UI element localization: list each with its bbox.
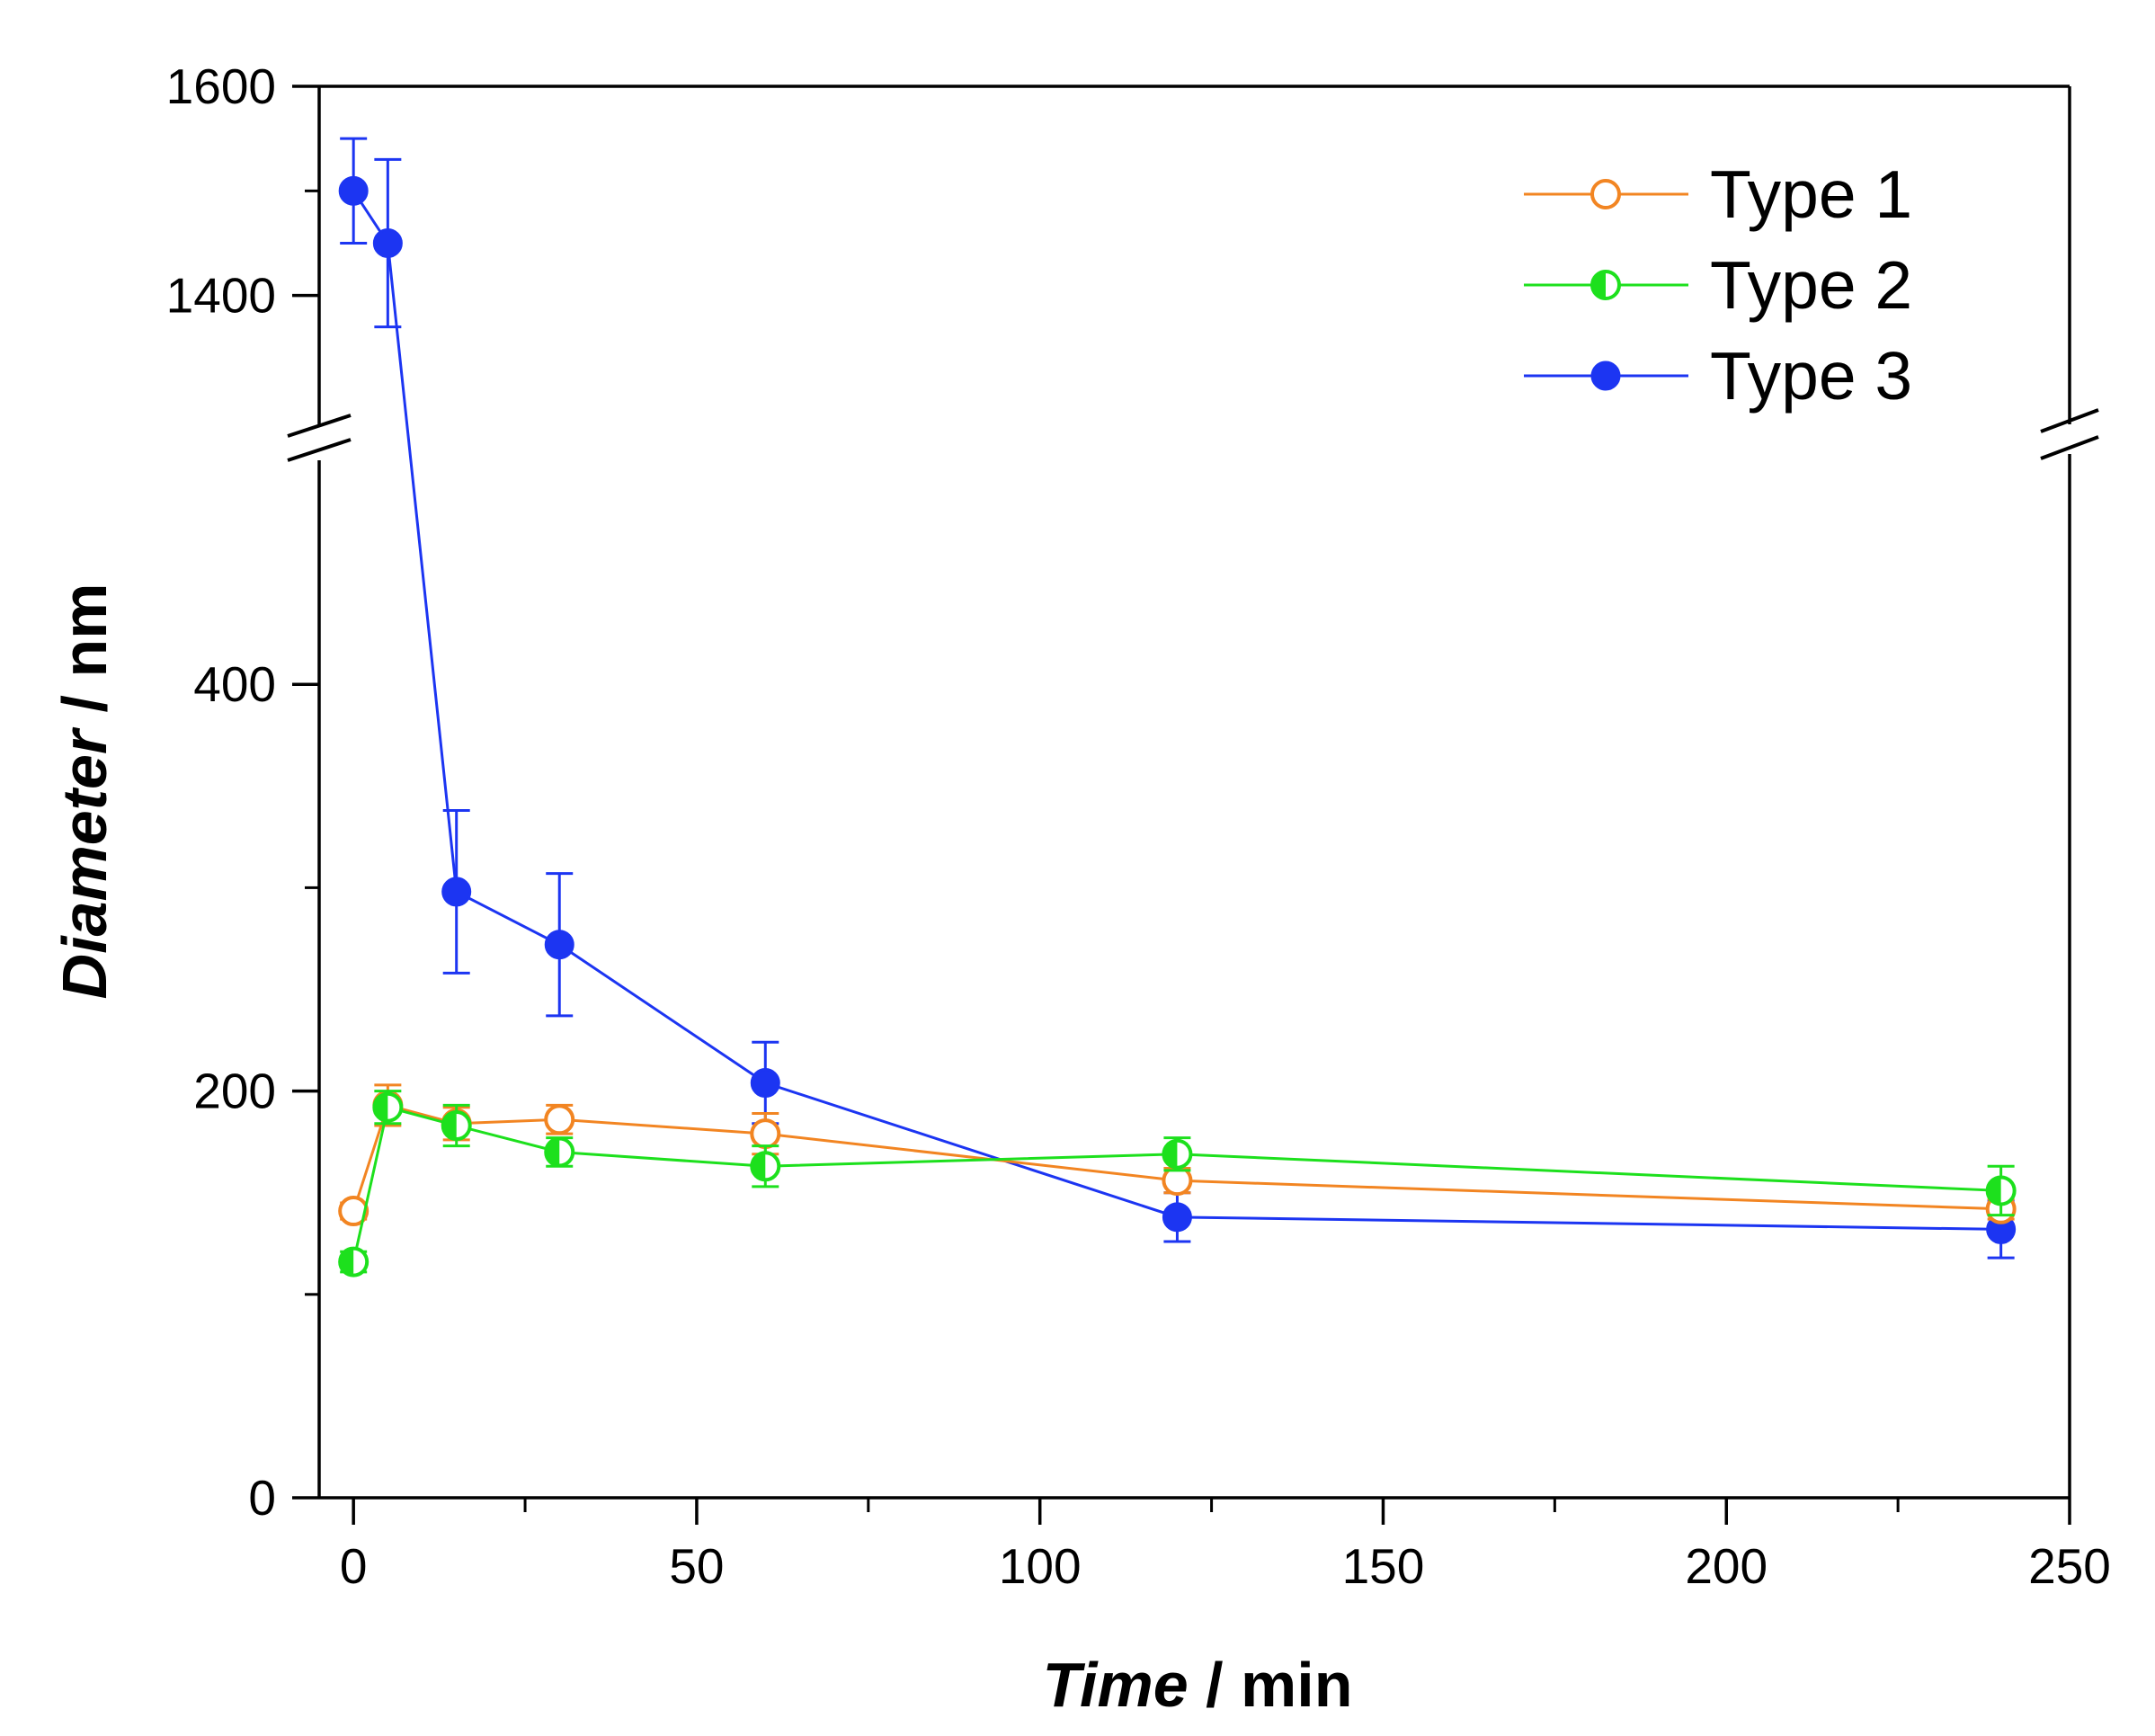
data-point-half-fill [546,1138,560,1166]
y-axis-title-italic: Diameter [49,726,120,999]
x-tick-label: 50 [669,1538,724,1594]
data-point [338,1196,370,1227]
data-point [750,1118,781,1150]
axes: 0 50 100 150 200 250 0 200 400 1400 1600 [166,58,2111,1594]
series-type-2 [338,1090,2017,1278]
data-point-half-fill [442,1112,457,1140]
legend: Type 1 Type 2 Type 3 [1524,156,1912,414]
x-tick-label: 100 [999,1538,1082,1594]
y-break-mark-right [2040,408,2099,433]
data-point-half-fill [1987,1177,2001,1205]
y-break-mark-right [2040,435,2099,460]
legend-label: Type 2 [1710,247,1912,323]
x-tick-label: 200 [1685,1538,1768,1594]
data-point [1162,1138,1193,1170]
data-point [338,1246,370,1278]
data-point [441,1110,472,1142]
data-point [1162,1202,1192,1233]
data-point [441,877,472,907]
axis-titles: Time / min Diameter / nm [49,583,1352,1720]
data-point-half-fill [1163,1140,1178,1168]
x-axis-title-italic: Time [1043,1650,1189,1720]
data-point [372,1091,404,1123]
data-point-half-fill [374,1093,388,1121]
x-axis-title-rest: / min [1189,1650,1353,1720]
x-tick-label: 250 [2028,1538,2111,1594]
y-tick-label: 0 [248,1470,276,1526]
x-axis-title: Time / min [1043,1650,1353,1720]
data-point [544,930,574,960]
data-point [750,1151,781,1182]
legend-item: Type 2 [1524,247,1912,323]
data-point [372,228,403,258]
legend-item: Type 1 [1524,156,1912,232]
series-layer [338,137,2017,1278]
x-tick-label: 150 [1342,1538,1425,1594]
data-point [1590,361,1621,391]
data-point [1590,270,1621,300]
legend-label: Type 1 [1710,156,1912,232]
y-tick-label: 1400 [166,268,276,324]
y-axis-title-rest: / nm [49,583,120,730]
legend-label: Type 3 [1710,338,1912,414]
x-tick-label: 0 [340,1538,368,1594]
data-point-half-fill [1592,272,1606,298]
y-tick-label: 200 [193,1064,276,1119]
data-point-half-fill [752,1153,766,1180]
data-point [544,1104,575,1135]
data-point-half-fill [340,1248,354,1276]
y-break-mark-left [287,414,352,438]
y-break-mark-left [287,438,352,462]
data-point [1985,1175,2017,1206]
data-point [338,175,369,206]
y-tick-label: 1600 [166,58,276,114]
data-point [750,1068,780,1099]
y-tick-label: 400 [193,656,276,712]
legend-item: Type 3 [1524,338,1912,414]
data-point [544,1136,575,1168]
data-point [1590,179,1621,209]
y-axis-title: Diameter / nm [49,583,120,1000]
